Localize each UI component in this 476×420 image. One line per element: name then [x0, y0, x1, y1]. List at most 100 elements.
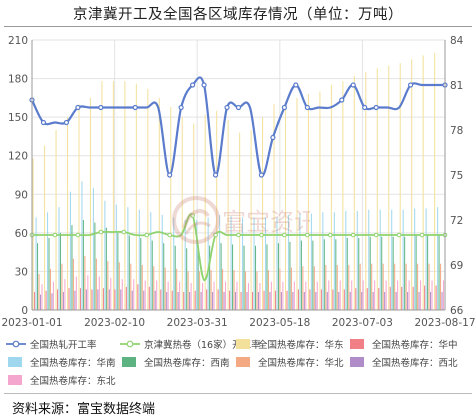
bar	[286, 290, 288, 310]
bar	[239, 132, 241, 310]
bar	[164, 267, 166, 310]
bar	[277, 243, 279, 310]
legend-label: 全国热卷库存：西南	[144, 357, 230, 369]
y-left-tick-label: 180	[8, 74, 28, 86]
bar	[428, 263, 430, 310]
bar	[438, 235, 440, 310]
bar	[181, 117, 183, 311]
bar	[167, 281, 169, 310]
series-point	[224, 104, 230, 111]
bar	[252, 292, 254, 310]
series-point	[407, 82, 414, 88]
bar	[440, 263, 442, 310]
series-point	[281, 104, 287, 111]
bar	[74, 290, 76, 310]
bar	[442, 280, 445, 310]
y-right-tick-label: 72	[450, 215, 463, 227]
bar	[143, 290, 145, 310]
bar	[190, 283, 192, 310]
bar	[133, 279, 135, 310]
chart-canvas: 0 30 60 90 120 150 180 210 66 69 72 75 78 81 84 2023-01…	[1, 35, 475, 387]
bar	[276, 217, 278, 310]
bar	[189, 292, 191, 310]
bar	[250, 130, 252, 310]
bar	[89, 97, 92, 310]
bar	[130, 263, 132, 310]
bar	[148, 286, 150, 310]
bar	[366, 288, 368, 310]
bar	[56, 289, 59, 310]
x-tick-label: 2023-03-31	[167, 317, 228, 329]
watermark-logo: 富宝资讯	[172, 196, 310, 244]
bar	[263, 290, 265, 310]
bar	[144, 280, 146, 310]
y-left-tick-label: 0	[21, 305, 28, 317]
chart-title: 京津冀开工及全国各区域库存情况（单位：万吨）	[73, 7, 403, 23]
bar	[379, 209, 381, 310]
bar	[279, 268, 281, 310]
y-right-tick-label: 78	[450, 125, 463, 137]
source-note: 资料来源：富宝数据终端	[12, 402, 156, 417]
y-left-tick-label: 30	[15, 266, 28, 278]
legend-label: 全国热轧开工率	[30, 339, 97, 351]
bar	[183, 292, 185, 310]
bar	[320, 289, 322, 310]
bar	[107, 261, 109, 310]
bar	[315, 292, 317, 310]
bar	[207, 217, 209, 310]
bar	[173, 217, 175, 310]
bar	[55, 130, 57, 310]
bar	[52, 281, 54, 310]
bar	[372, 292, 374, 310]
series-point	[419, 232, 425, 238]
bar	[69, 191, 72, 310]
bar	[289, 241, 291, 310]
bar	[79, 288, 82, 310]
bar	[282, 281, 284, 310]
series-point	[98, 104, 104, 111]
bar	[382, 263, 384, 310]
bar	[417, 263, 419, 310]
bar	[309, 289, 311, 310]
bar	[184, 220, 186, 310]
bar	[246, 292, 248, 310]
series-point	[327, 232, 333, 238]
bar	[158, 97, 160, 310]
bar	[81, 181, 83, 310]
bar	[161, 214, 163, 310]
bar	[266, 244, 268, 310]
bar	[84, 256, 86, 310]
bar	[163, 243, 165, 310]
bar	[44, 145, 46, 310]
bar	[39, 294, 42, 310]
series-point	[190, 213, 195, 218]
bar	[305, 281, 307, 310]
bar	[219, 214, 221, 310]
bar	[200, 292, 202, 310]
series-point	[190, 82, 196, 88]
bar	[118, 262, 120, 310]
bar	[247, 283, 249, 310]
bar	[38, 274, 40, 310]
bar	[388, 65, 390, 310]
bar	[34, 292, 36, 310]
bar	[120, 289, 122, 310]
bar	[105, 227, 107, 310]
bar	[121, 279, 123, 310]
series-point	[350, 82, 356, 88]
bar	[322, 212, 324, 310]
bar	[394, 263, 396, 310]
bar	[217, 289, 219, 310]
legend-label: 全国热卷库存：华东	[258, 339, 344, 351]
bar	[391, 209, 393, 310]
bar	[371, 263, 373, 310]
bar	[72, 258, 74, 310]
bar	[431, 280, 433, 310]
bar	[420, 280, 422, 310]
bar	[243, 245, 245, 310]
bar	[418, 292, 420, 310]
bar	[115, 204, 117, 310]
series-point	[201, 82, 207, 88]
bar	[41, 284, 43, 310]
bar	[62, 292, 64, 310]
